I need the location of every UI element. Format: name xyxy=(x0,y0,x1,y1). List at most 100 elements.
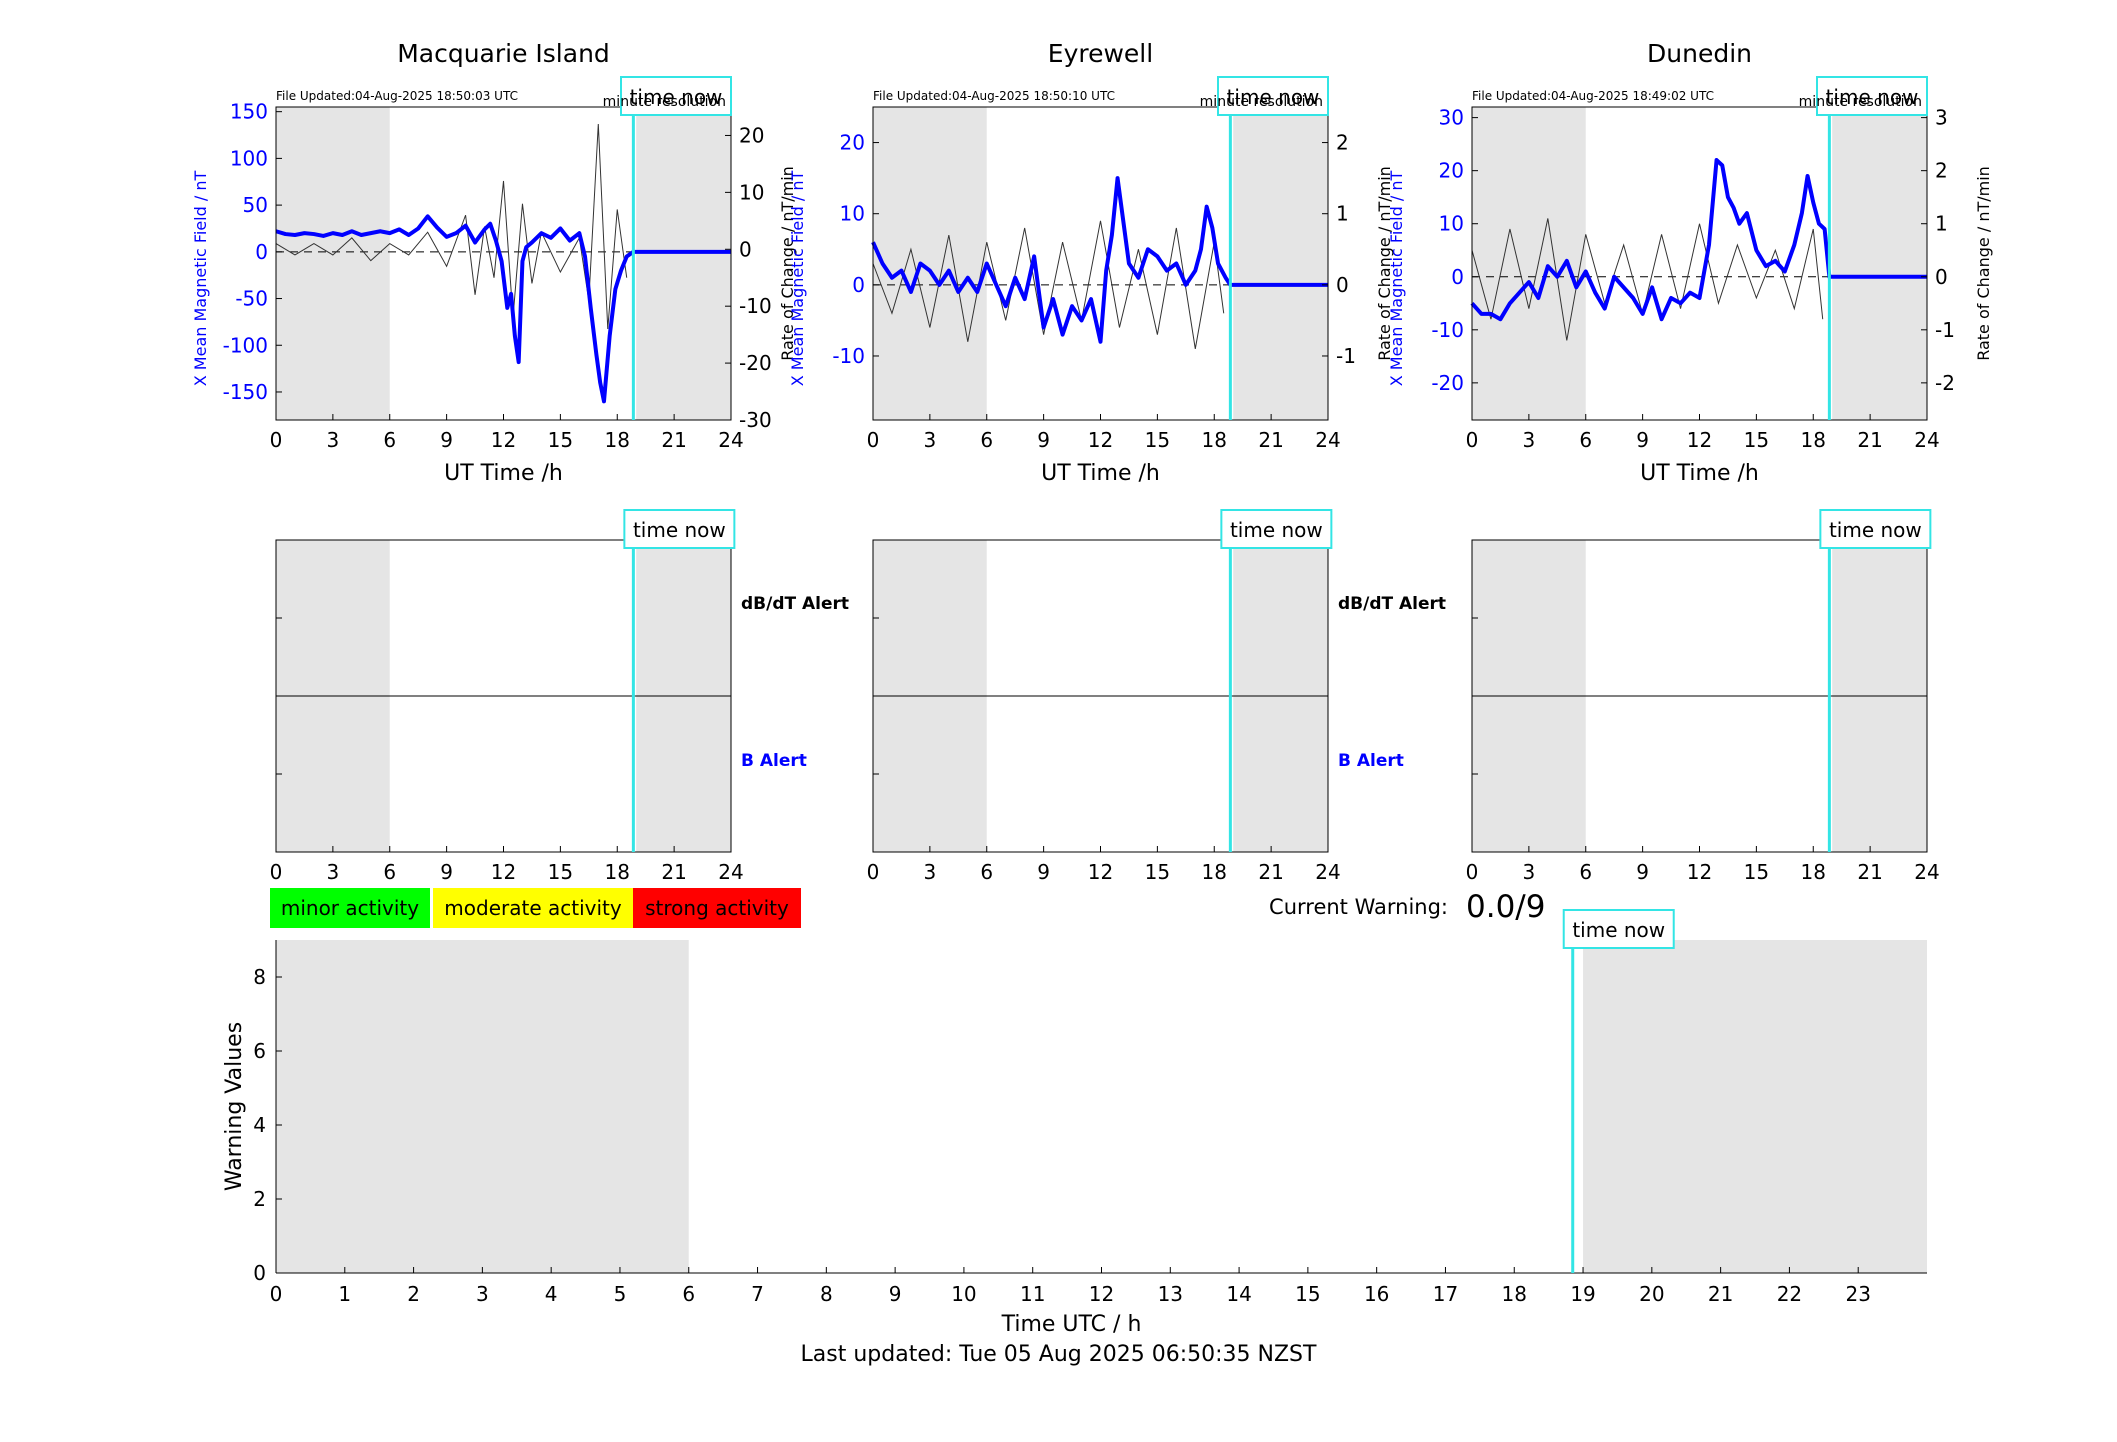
station-2-xtick-label: 0 xyxy=(867,428,880,452)
legend-moderate-label: moderate activity xyxy=(444,896,622,920)
warning-xtick-label: 2 xyxy=(407,1282,420,1306)
station-1-xlabel: UT Time /h xyxy=(444,461,563,486)
warning-xtick-label: 23 xyxy=(1845,1282,1870,1306)
station-3-xlabel: UT Time /h xyxy=(1640,461,1759,486)
station-3-y2tick-label: 3 xyxy=(1935,106,1948,130)
station-1-y2tick-label: -20 xyxy=(739,351,772,375)
last-updated: Last updated: Tue 05 Aug 2025 06:50:35 N… xyxy=(800,1342,1317,1367)
legend-strong-label: strong activity xyxy=(645,896,789,920)
warning-ytick-label: 8 xyxy=(253,965,266,989)
alert-1-xtick-label: 6 xyxy=(383,860,396,884)
station-2-rate-series xyxy=(872,220,1225,349)
warning-xtick-label: 3 xyxy=(476,1282,489,1306)
legend-minor-swatch xyxy=(270,888,430,928)
station-2-xtick-label: 24 xyxy=(1315,428,1340,452)
station-2-file-updated: File Updated:04-Aug-2025 18:50:10 UTC xyxy=(873,89,1115,103)
alert-2-panel: time now 0 3 6 9 12 15 18 21 24 dB/dT Alert B Alert xyxy=(867,509,1446,884)
station-2-ytick-label: 0 xyxy=(852,273,865,297)
station-3-now-label: time now xyxy=(1826,85,1919,109)
station-2-resolution-note: minute resolution xyxy=(1200,94,1323,110)
station-2-shade-before xyxy=(873,107,987,420)
alert-3-xtick-label: 3 xyxy=(1523,860,1536,884)
station-3-ytick-label: 20 xyxy=(1439,159,1464,183)
station-1-field-series xyxy=(275,214,731,404)
station-1-now-label: time now xyxy=(630,85,723,109)
alert-2-xtick-label: 3 xyxy=(924,860,937,884)
station-3-xtick-label: 0 xyxy=(1466,428,1479,452)
station-3-file-updated: File Updated:04-Aug-2025 18:49:02 UTC xyxy=(1472,89,1714,103)
station-2-y2tick-label: 0 xyxy=(1336,273,1349,297)
station-2-xtick-label: 6 xyxy=(980,428,993,452)
station-1-ytick-label: 0 xyxy=(255,240,268,264)
warning-xtick-label: 18 xyxy=(1502,1282,1527,1306)
station-3-shade-after xyxy=(1832,107,1927,420)
alert-1-now-box xyxy=(623,509,736,549)
alert-3-xtick-label: 24 xyxy=(1914,860,1939,884)
warning-xtick-label: 21 xyxy=(1708,1282,1733,1306)
station-1-xtick-label: 0 xyxy=(270,428,283,452)
alert-1-panel: time now 0 3 6 9 12 15 18 21 24 dB/dT Alert B Alert xyxy=(270,509,849,884)
station-2-shade-after xyxy=(1233,107,1328,420)
station-1-y2tick-label: 10 xyxy=(739,180,764,204)
warning-xlabel: Time UTC / h xyxy=(1001,1312,1142,1337)
warning-xtick-label: 7 xyxy=(751,1282,764,1306)
warning-now-box xyxy=(1562,909,1675,949)
station-1-xtick-label: 6 xyxy=(383,428,396,452)
alert-2-b-alert-label: B Alert xyxy=(1338,751,1404,771)
station-3-xtick-label: 21 xyxy=(1857,428,1882,452)
station-1-xtick-label: 18 xyxy=(605,428,630,452)
alert-3-xtick-label: 12 xyxy=(1687,860,1712,884)
station-3-ylabel: X Mean Magnetic Field / nT xyxy=(1387,171,1406,387)
station-1-y2tick-label: 20 xyxy=(739,123,764,147)
station-3-title: Dunedin xyxy=(1647,39,1752,68)
station-3-ytick-label: -10 xyxy=(1431,318,1464,342)
station-3-xtick-label: 15 xyxy=(1744,428,1769,452)
station-3-y2tick-label: 0 xyxy=(1935,265,1948,289)
station-1-xtick-label: 3 xyxy=(327,428,340,452)
station-2-field-series xyxy=(871,176,1328,344)
station-1-ytick-label: 50 xyxy=(243,193,268,217)
station-2-ylabel: X Mean Magnetic Field / nT xyxy=(788,171,807,387)
station-1-y2tick-label: -30 xyxy=(739,408,772,432)
alert-1-xtick-label: 3 xyxy=(327,860,340,884)
station-3-y2label: Rate of Change / nT/min xyxy=(1974,166,1993,361)
station-2-xtick-label: 12 xyxy=(1088,428,1113,452)
warning-xtick-label: 9 xyxy=(889,1282,902,1306)
activity-legend: minor activity moderate activity strong ac… xyxy=(270,888,801,928)
warning-xtick-label: 5 xyxy=(614,1282,627,1306)
warning-xtick-label: 11 xyxy=(1020,1282,1045,1306)
station-3-y2tick-label: 1 xyxy=(1935,212,1948,236)
alert-2-xtick-label: 24 xyxy=(1315,860,1340,884)
station-2-ytick-label: 20 xyxy=(840,131,865,155)
warning-values-plot: 0 1 2 3 4 5 6 7 8 9 10 11 12 13 14 15 16 17 18 19 20 21 22 2302… xyxy=(222,909,1927,1337)
alert-1-xtick-label: 9 xyxy=(440,860,453,884)
station-2-xtick-label: 3 xyxy=(924,428,937,452)
warning-xtick-label: 0 xyxy=(270,1282,283,1306)
station-2-now-label: time now xyxy=(1227,85,1320,109)
alert-3-now-box xyxy=(1819,509,1932,549)
current-warning-value: 0.0/9 xyxy=(1466,889,1545,925)
warning-xtick-label: 8 xyxy=(820,1282,833,1306)
alert-3-now-label: time now xyxy=(1829,518,1922,542)
legend-moderate-swatch xyxy=(433,888,633,928)
station-2-xtick-label: 18 xyxy=(1202,428,1227,452)
station-3-ytick-label: 0 xyxy=(1451,265,1464,289)
station-2-y2tick-label: 1 xyxy=(1336,202,1349,226)
station-2-xtick-label: 21 xyxy=(1258,428,1283,452)
warning-shade-after xyxy=(1583,940,1927,1273)
station-2-y2label: Rate of Change / nT/min xyxy=(1375,166,1394,361)
warning-xtick-label: 14 xyxy=(1226,1282,1251,1306)
alert-2-xtick-label: 21 xyxy=(1258,860,1283,884)
warning-xtick-label: 12 xyxy=(1089,1282,1114,1306)
alert-3-panel: time now 0 3 6 9 12 15 18 21 24 xyxy=(1466,509,1940,884)
alert-3-xtick-label: 15 xyxy=(1744,860,1769,884)
alert-3-xtick-label: 18 xyxy=(1801,860,1826,884)
warning-ytick-label: 2 xyxy=(253,1187,266,1211)
alert-1-xtick-label: 15 xyxy=(548,860,573,884)
station-3-y2tick-label: -2 xyxy=(1935,371,1955,395)
station-1-y2tick-label: -10 xyxy=(739,294,772,318)
